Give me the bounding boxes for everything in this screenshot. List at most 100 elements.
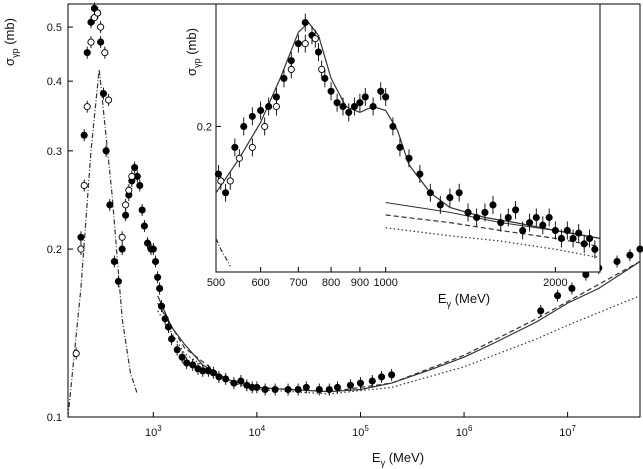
inset-open-point	[248, 143, 256, 151]
main-filled-point	[230, 379, 238, 387]
inset-filled-point	[389, 122, 397, 131]
main-data-point	[131, 161, 139, 174]
inset-filled-point	[575, 229, 583, 237]
inset-filled-point	[248, 112, 256, 120]
inset-data-point	[575, 224, 583, 243]
inset-open-point	[287, 65, 295, 73]
main-filled-point	[102, 147, 110, 155]
main-filled-point	[302, 383, 310, 391]
inset-filled-point	[504, 213, 512, 222]
main-filled-point	[271, 385, 279, 394]
main-data-point	[99, 87, 108, 100]
inset-filled-point	[526, 219, 534, 227]
inset-data-point	[287, 60, 295, 79]
main-y-axis-title: σγp (mb)	[2, 18, 20, 66]
main-filled-point	[261, 385, 269, 394]
main-data-point	[138, 204, 146, 217]
main-filled-point	[106, 201, 114, 209]
main-data-point	[568, 282, 576, 295]
main-data-point	[230, 377, 238, 390]
main-data-point	[102, 144, 110, 157]
inset-data-point	[333, 93, 341, 112]
main-data-point	[128, 170, 136, 183]
main-filled-point	[294, 385, 302, 394]
inset-data-point	[591, 240, 599, 259]
main-data-point	[294, 383, 302, 396]
inset-data-point	[314, 43, 323, 62]
inset-x-tick-label: 500	[207, 277, 225, 289]
inset-data-point	[226, 171, 234, 190]
main-data-point	[368, 375, 376, 388]
main-filled-point	[110, 257, 118, 266]
main-filled-point	[537, 307, 545, 315]
inset-open-point	[226, 177, 234, 185]
main-data-point	[261, 383, 269, 396]
main-data-points	[72, 2, 643, 396]
inset-data-point	[446, 188, 454, 207]
inset-data-point	[369, 97, 377, 116]
main-filled-point	[568, 284, 576, 292]
inset-filled-point	[512, 206, 520, 214]
main-data-point	[388, 368, 396, 381]
inset-filled-point	[532, 213, 540, 222]
main-filled-point	[237, 377, 245, 385]
inset-filled-point	[231, 143, 239, 151]
inset-filled-point	[222, 189, 230, 197]
inset-data-point	[545, 208, 553, 227]
main-x-axis-title: Eγ (MeV)	[372, 450, 424, 468]
main-data-point	[333, 381, 342, 394]
main-data-point	[554, 289, 562, 302]
main-filled-point	[378, 373, 386, 381]
main-filled-point	[636, 245, 643, 253]
inset-filled-point	[294, 40, 302, 48]
inset-data-point	[396, 138, 404, 157]
main-filled-point	[215, 373, 223, 381]
main-filled-point	[154, 273, 162, 281]
main-data-point	[156, 282, 164, 295]
inset-data-point	[382, 87, 390, 106]
inset-data-point	[512, 200, 520, 219]
inset-data-point	[551, 221, 559, 240]
main-x-tick-label: 106	[456, 424, 473, 439]
main-filled-point	[157, 302, 166, 310]
main-data-point	[106, 198, 114, 211]
inset-data-point	[580, 234, 588, 253]
main-filled-point	[388, 371, 396, 379]
inset-open-point	[301, 40, 309, 48]
main-filled-point	[346, 381, 354, 389]
inset-filled-point	[551, 226, 559, 235]
main-open-point	[101, 49, 109, 57]
inset-data-point	[294, 34, 302, 53]
main-data-point	[122, 198, 130, 211]
main-data-point	[215, 370, 223, 383]
main-filled-point	[77, 233, 85, 241]
main-data-point	[356, 377, 365, 390]
inset-data-point	[280, 69, 288, 88]
inset-filled-point	[361, 93, 369, 101]
inset-data-point	[539, 216, 547, 235]
main-filled-point	[97, 38, 105, 46]
inset-data-point	[405, 149, 413, 168]
main-filled-point	[149, 245, 157, 253]
main-data-point	[178, 351, 186, 364]
main-dotted-curve	[157, 295, 641, 395]
inset-data-point	[426, 183, 434, 202]
main-data-point	[209, 366, 217, 379]
inset-open-point	[272, 102, 280, 111]
main-data-point	[87, 36, 95, 49]
inset-filled-point	[377, 87, 385, 95]
main-filled-point	[80, 131, 88, 139]
inset-filled-point	[396, 143, 404, 151]
inset-data-point	[356, 93, 364, 112]
main-data-point	[151, 255, 160, 268]
inset-filled-point	[356, 99, 364, 107]
inset-data-point	[489, 195, 497, 214]
inset-plot-panel: 500 600 700 800 900 1000 2000 0.2 Eγ (MeV) σγp …	[184, 3, 601, 309]
main-data-point	[136, 179, 144, 192]
main-data-point	[80, 179, 88, 192]
inset-filled-point	[265, 102, 273, 111]
inset-open-point	[217, 177, 225, 185]
inset-data-point	[416, 165, 424, 184]
main-data-point	[537, 304, 545, 317]
